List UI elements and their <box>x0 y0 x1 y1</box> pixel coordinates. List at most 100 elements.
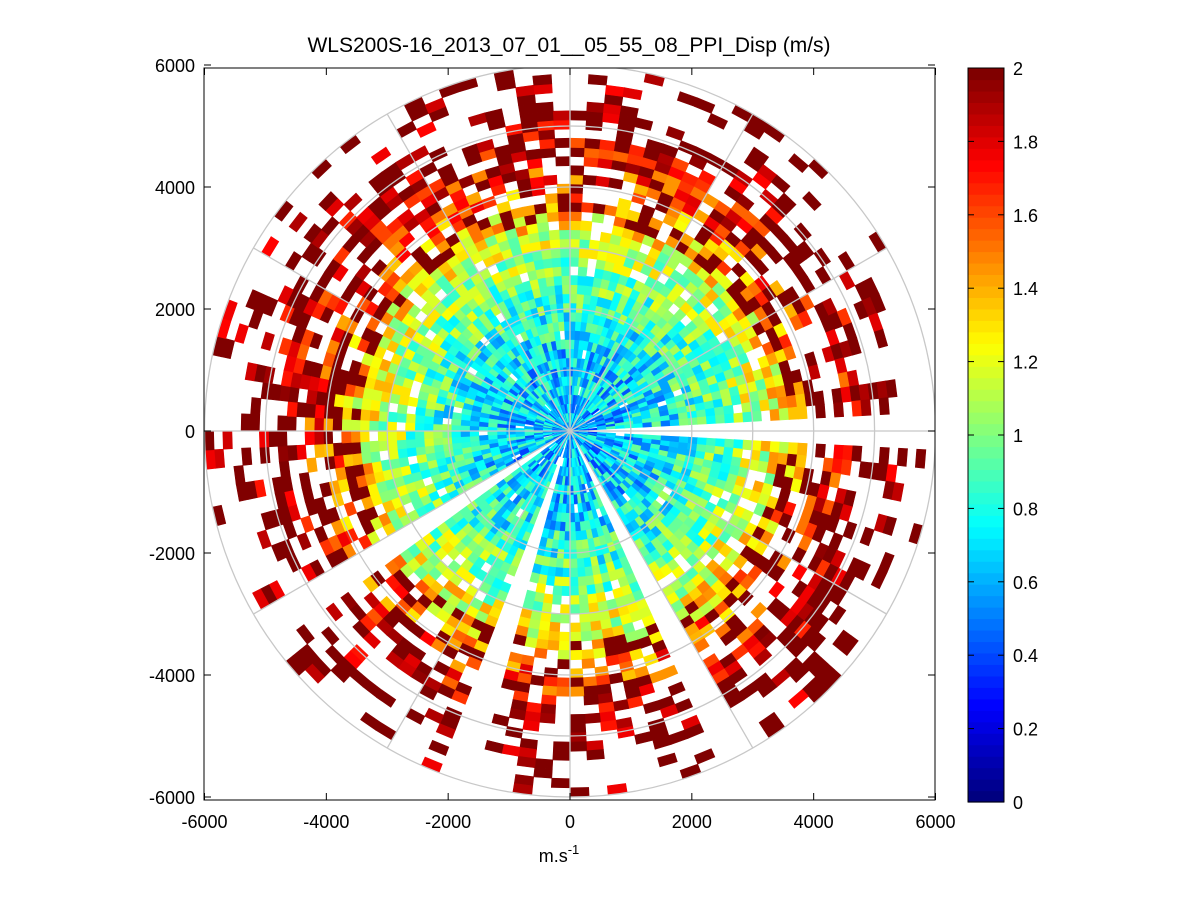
ppi-cell <box>424 444 435 455</box>
colorbar-band <box>968 389 1004 402</box>
ppi-cell <box>576 567 586 578</box>
ppi-cell <box>441 423 452 432</box>
y-tick-label: -4000 <box>149 666 195 686</box>
ppi-cell <box>250 397 262 416</box>
ppi-cell <box>569 585 579 597</box>
ppi-cell <box>322 417 334 432</box>
ppi-cell <box>583 694 600 706</box>
ppi-cell <box>441 430 452 439</box>
ppi-cell <box>560 256 571 267</box>
colorbar-band <box>968 136 1004 149</box>
ppi-cell <box>769 408 781 421</box>
colorbar-band <box>968 457 1004 471</box>
ppi-cell <box>556 302 565 314</box>
ppi-cell <box>321 626 340 646</box>
ppi-cell <box>569 576 579 587</box>
ppi-cell <box>828 604 847 626</box>
ppi-cell <box>882 515 897 536</box>
grid-spoke <box>386 430 571 749</box>
ppi-cell <box>332 442 344 457</box>
ppi-cell <box>815 403 826 419</box>
ppi-cell <box>751 440 762 452</box>
colorbar-tick-label: 0.6 <box>1013 573 1038 593</box>
x-tick-label: 6000 <box>915 812 955 832</box>
ppi-cell <box>314 443 325 459</box>
ppi-cell <box>432 423 443 432</box>
ppi-cell <box>578 257 589 268</box>
ppi-cell <box>590 629 604 641</box>
ppi-cell <box>414 430 425 440</box>
ppi-cell <box>288 211 308 233</box>
ppi-cell <box>370 259 388 276</box>
colorbar-band <box>968 710 1004 723</box>
ppi-cell <box>368 409 380 422</box>
ppi-cell <box>549 303 558 314</box>
ppi-cell <box>368 440 380 453</box>
ppi-cell <box>842 445 854 461</box>
ppi-cell <box>377 420 388 432</box>
ppi-cell <box>842 521 858 540</box>
ppi-cell <box>787 442 799 456</box>
ppi-cell <box>569 311 577 322</box>
ppi-cell <box>569 256 580 267</box>
ppi-cell <box>760 440 772 453</box>
y-tick-label: -6000 <box>149 788 195 808</box>
ppi-cell <box>396 447 408 459</box>
ppi-cell <box>396 403 408 415</box>
ppi-cell <box>840 459 853 476</box>
ppi-cell <box>582 174 598 186</box>
ppi-cell <box>587 74 608 86</box>
ppi-cell <box>577 585 588 596</box>
ppi-cell <box>578 603 590 615</box>
ppi-cell <box>605 654 620 667</box>
ppi-cell <box>451 412 463 420</box>
ppi-cell <box>569 741 588 752</box>
ppi-cell <box>569 211 582 222</box>
ppi-cell <box>733 412 744 423</box>
ppi-cell <box>553 119 571 130</box>
ppi-cell <box>569 522 576 532</box>
ppi-cell <box>222 430 233 450</box>
ppi-cell <box>350 419 361 432</box>
colorbar-band <box>968 629 1004 643</box>
ppi-cell <box>686 410 698 419</box>
ppi-cell <box>414 414 425 424</box>
ppi-cell <box>396 430 407 441</box>
colorbar-band <box>968 331 1004 344</box>
colorbar-tick-label: 0.4 <box>1013 646 1038 666</box>
ppi-cell <box>914 448 927 469</box>
ppi-cell <box>557 659 571 670</box>
colorbar-band <box>968 503 1004 516</box>
grid-spoke <box>253 430 571 615</box>
ppi-cell <box>584 138 601 150</box>
ppi-cell <box>560 247 571 258</box>
ppi-cell <box>752 259 770 276</box>
ppi-cell <box>332 405 344 420</box>
ppi-cell <box>533 647 548 659</box>
ppi-cell <box>278 337 293 356</box>
ppi-cell <box>569 293 578 304</box>
colorbar-band <box>968 538 1004 551</box>
ppi-cell <box>451 442 463 450</box>
ppi-cell <box>491 713 510 727</box>
ppi-cell <box>782 345 797 361</box>
ppi-cell <box>256 529 272 550</box>
chart-title: WLS200S-16_2013_07_01__05_55_08_PPI_Disp… <box>307 34 830 57</box>
ppi-cell <box>313 417 324 432</box>
ppi-cell <box>777 452 789 466</box>
ppi-cell <box>576 293 585 304</box>
colorbar-band <box>968 561 1004 574</box>
colorbar-band <box>968 767 1004 780</box>
colorbar-band <box>968 492 1004 505</box>
ppi-cell <box>314 403 325 419</box>
ppi-cell <box>705 437 717 447</box>
ppi-cell <box>642 422 653 428</box>
colorbar-band <box>968 343 1004 356</box>
ppi-cell <box>558 321 566 332</box>
colorbar-band <box>968 526 1004 539</box>
ppi-cell <box>657 752 678 768</box>
ppi-cell <box>580 220 593 232</box>
ppi-cell <box>414 422 425 432</box>
ppi-cell <box>549 612 561 624</box>
ppi-cell <box>789 663 810 684</box>
